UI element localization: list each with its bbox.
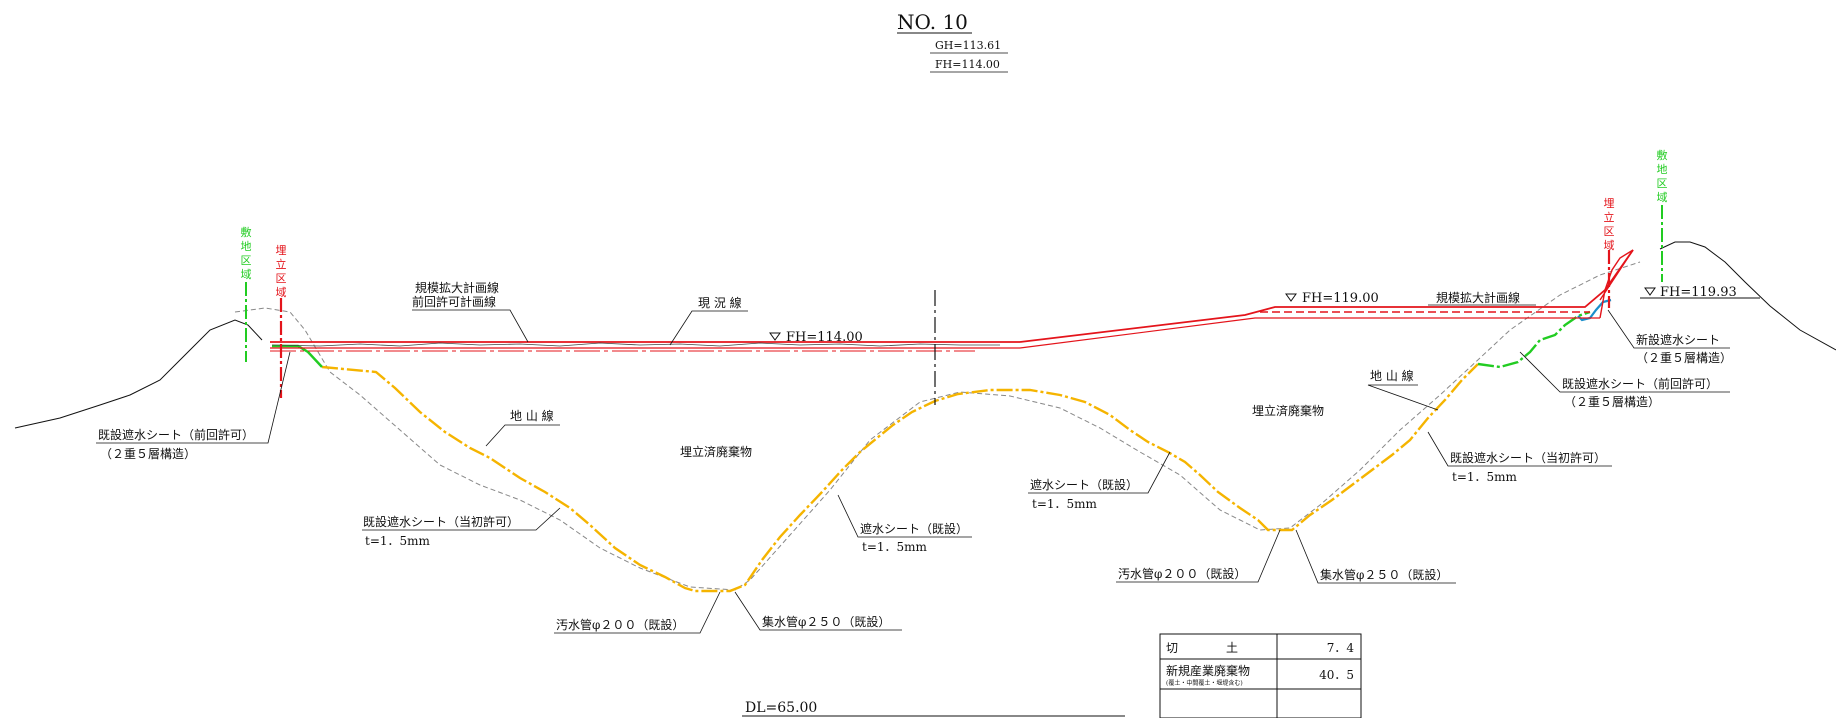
volume-table: 切 土 7．4 新規産業廃棄物 (覆土・中間覆土・堰堤含む) 40．5 bbox=[1159, 633, 1362, 718]
existing-liner-left-top bbox=[272, 344, 323, 368]
label-plan-expansion-right: 規模拡大計画線 bbox=[1436, 290, 1520, 305]
svg-text:立: 立 bbox=[276, 257, 287, 271]
label-sheet-prev-right-sub: （２重５層構造） bbox=[1564, 395, 1660, 409]
plan-right-rim bbox=[1599, 249, 1634, 319]
svg-text:埋: 埋 bbox=[276, 244, 287, 257]
leader-sheet-existing-mid bbox=[837, 494, 972, 538]
svg-text:敷: 敷 bbox=[1657, 148, 1668, 162]
fh-center-marker: FH=114.00 bbox=[769, 330, 863, 345]
label-sewer-left: 汚水管φ２００（既設） bbox=[556, 617, 684, 632]
label-plan-previous: 前回許可計画線 bbox=[412, 294, 496, 309]
current-ground-line bbox=[271, 342, 1000, 347]
label-plan-expansion: 規模拡大計画線 bbox=[415, 280, 499, 295]
datum-level: DL=65.00 bbox=[745, 700, 817, 716]
label-sheet-initial-right: 既設遮水シート（当初許可） bbox=[1450, 450, 1606, 465]
label-sheet-initial-left: 既設遮水シート（当初許可） bbox=[363, 514, 519, 529]
svg-text:FH=114.00: FH=114.00 bbox=[786, 330, 863, 345]
svg-text:区: 区 bbox=[1657, 177, 1668, 190]
label-waste-center: 埋立済廃棄物 bbox=[680, 444, 752, 459]
svg-text:埋: 埋 bbox=[1604, 197, 1615, 210]
svg-text:域: 域 bbox=[241, 268, 252, 281]
label-new-sheet-sub: （２重５層構造） bbox=[1636, 351, 1732, 365]
leader-sheet-prev-right bbox=[1519, 351, 1730, 393]
label-sheet-existing-right-sub: t=1．5mm bbox=[1032, 497, 1098, 511]
svg-text:区: 区 bbox=[1604, 225, 1615, 238]
leader-sheet-initial-left bbox=[362, 507, 561, 531]
fh-right-plan-marker: FH=119.00 bbox=[1285, 291, 1379, 306]
leader-sheet-initial-right bbox=[1427, 431, 1612, 467]
svg-text:区: 区 bbox=[241, 254, 252, 267]
label-sheet-prev-left-sub: （２重５層構造） bbox=[100, 447, 196, 461]
svg-text:域: 域 bbox=[1604, 239, 1615, 252]
leader-collector-right bbox=[1295, 529, 1456, 584]
original-ground-line bbox=[234, 261, 1641, 591]
fh-level: FH=114.00 bbox=[935, 58, 1000, 71]
leader-sheet-existing-right bbox=[1028, 451, 1171, 494]
svg-text:地: 地 bbox=[1657, 163, 1668, 176]
svg-text:区: 区 bbox=[276, 272, 287, 285]
label-collector-left: 集水管φ２５０（既設） bbox=[762, 614, 890, 629]
svg-text:FH=119.00: FH=119.00 bbox=[1302, 291, 1379, 306]
ground-right bbox=[1659, 241, 1836, 351]
landfill-area-label-right: 埋 立 区 域 bbox=[1604, 197, 1615, 252]
site-area-label-right: 敷 地 区 域 bbox=[1657, 148, 1668, 204]
label-ground-line: 地 山 線 bbox=[510, 408, 554, 423]
site-area-label-left: 敷 地 区 域 bbox=[241, 225, 252, 281]
label-sheet-initial-left-sub: t=1．5mm bbox=[365, 534, 431, 548]
label-waste-right: 埋立済廃棄物 bbox=[1252, 403, 1324, 418]
previous-liner-right bbox=[1477, 310, 1591, 369]
ground-left bbox=[14, 319, 263, 429]
leader-sheet-prev-left bbox=[96, 351, 291, 444]
leader-current bbox=[669, 310, 748, 346]
leader-new-sheet bbox=[1607, 309, 1730, 349]
label-new-sheet: 新設遮水シート bbox=[1636, 332, 1720, 347]
plan-previous-line-right bbox=[1019, 317, 1600, 349]
label-sewer-right: 汚水管φ２００（既設） bbox=[1118, 566, 1246, 581]
leader-ground-right bbox=[1367, 384, 1439, 411]
leader-sewer-left bbox=[554, 591, 721, 634]
label-ground-line-right: 地 山 線 bbox=[1370, 368, 1414, 383]
svg-text:域: 域 bbox=[276, 286, 287, 299]
label-sheet-existing-right: 遮水シート（既設） bbox=[1030, 477, 1138, 492]
label-collector-right: 集水管φ２５０（既設） bbox=[1320, 567, 1448, 582]
svg-text:敷: 敷 bbox=[241, 225, 252, 239]
table-row-waste-value: 40．5 bbox=[1319, 668, 1354, 682]
gh-level: GH=113.61 bbox=[935, 39, 1001, 52]
svg-text:地: 地 bbox=[241, 240, 252, 253]
label-sheet-initial-right-sub: t=1．5mm bbox=[1452, 470, 1518, 484]
label-sheet-existing-mid: 遮水シート（既設） bbox=[860, 521, 968, 536]
existing-liner-left bbox=[321, 363, 1479, 593]
new-liner-right bbox=[1577, 298, 1612, 322]
fh-right-edge-marker: FH=119.93 bbox=[1640, 285, 1760, 300]
leader-plan bbox=[412, 309, 529, 343]
table-row-cut-label: 切 土 bbox=[1166, 641, 1238, 655]
table-row-cut-value: 7．4 bbox=[1327, 641, 1355, 655]
leader-collector-left bbox=[734, 591, 902, 631]
label-sheet-prev-right: 既設遮水シート（前回許可） bbox=[1562, 376, 1718, 391]
svg-text:域: 域 bbox=[1657, 191, 1668, 204]
label-sheet-existing-mid-sub: t=1．5mm bbox=[862, 540, 928, 554]
svg-text:立: 立 bbox=[1604, 210, 1615, 224]
leader-sewer-right bbox=[1116, 529, 1281, 583]
table-row-waste-sub: (覆土・中間覆土・堰堤含む) bbox=[1166, 679, 1243, 687]
leader-ground bbox=[485, 424, 560, 447]
label-current-line: 現 況 線 bbox=[698, 295, 742, 310]
landfill-area-label-left: 埋 立 区 域 bbox=[276, 244, 287, 299]
table-row-waste-label: 新規産業廃棄物 bbox=[1166, 663, 1250, 678]
label-sheet-prev-left: 既設遮水シート（前回許可） bbox=[98, 427, 254, 442]
svg-text:FH=119.93: FH=119.93 bbox=[1660, 285, 1737, 300]
section-number: NO. 10 bbox=[897, 10, 968, 34]
